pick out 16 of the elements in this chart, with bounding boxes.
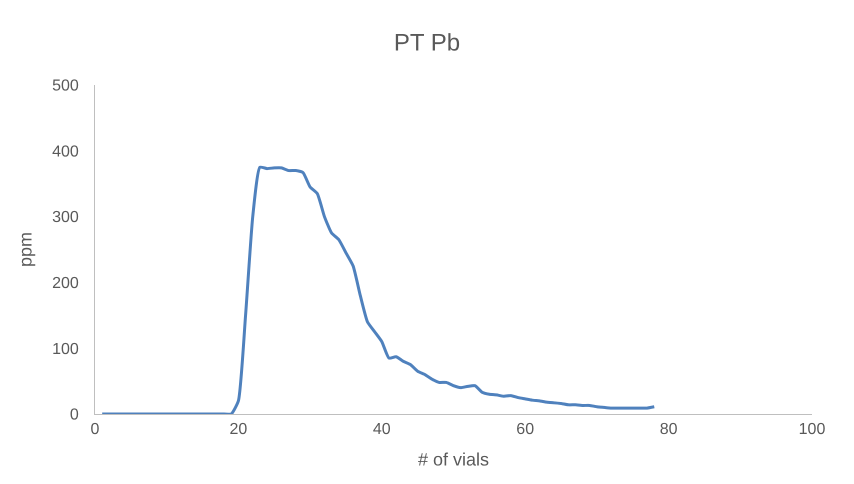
y-tick-label: 500 [52, 78, 79, 95]
y-tick-label: 300 [52, 209, 79, 226]
x-tick-label: 60 [516, 421, 534, 438]
x-tick-label: 80 [660, 421, 678, 438]
line-series [100, 166, 656, 414]
y-tick-label: 0 [70, 406, 79, 424]
chart-title: PT Pb [394, 30, 460, 57]
x-tick-label: 100 [798, 421, 826, 438]
x-tick-label: 0 [90, 421, 100, 438]
y-tick-label: 100 [52, 340, 79, 358]
y-tick-label: 400 [52, 143, 79, 160]
y-axis-title: ppm [15, 232, 36, 268]
x-tick-label: 40 [372, 421, 391, 438]
x-axis-title: # of vials [418, 449, 490, 470]
y-tick-label: 200 [52, 275, 79, 292]
x-tick-label: 20 [230, 421, 248, 438]
